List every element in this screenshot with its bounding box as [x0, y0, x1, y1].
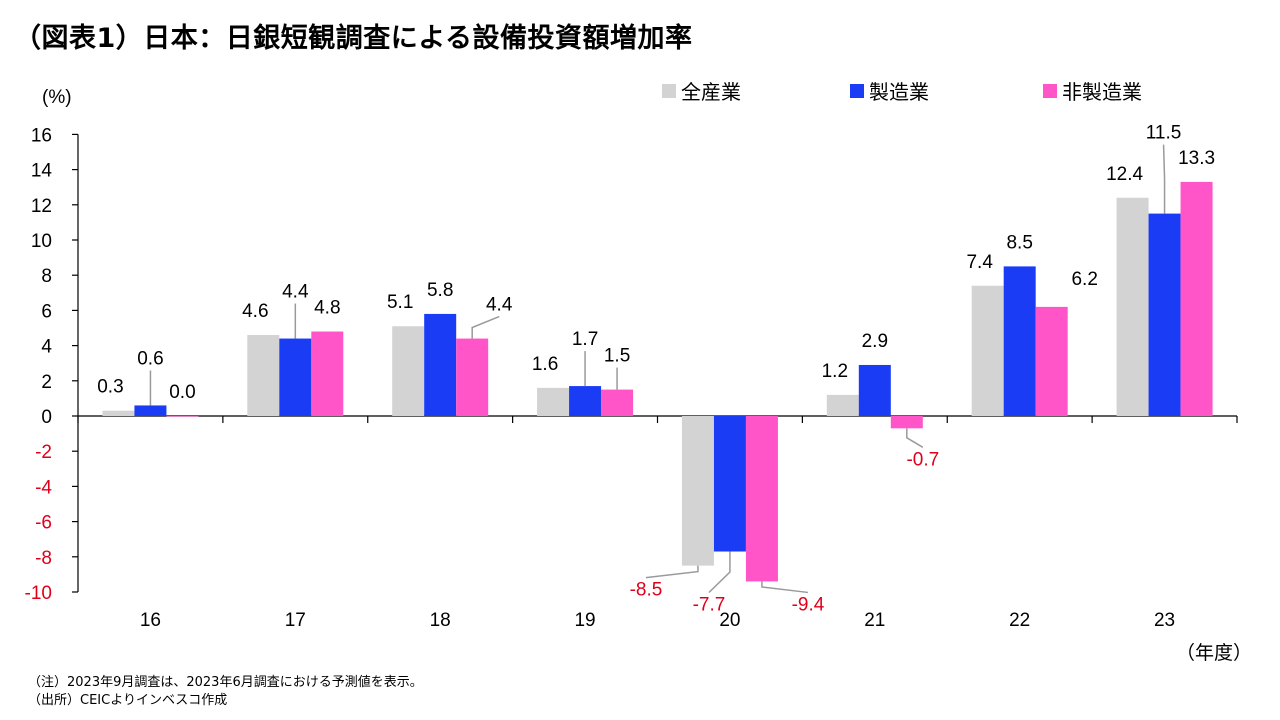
- data-label: 6.2: [1071, 269, 1097, 290]
- leader-line: [1162, 144, 1166, 214]
- leader-line: [645, 565, 699, 579]
- source-text: （出所）CEICよりインベスコ作成: [28, 693, 228, 708]
- leader-lines: [149, 144, 1166, 594]
- bar: [713, 416, 746, 552]
- data-label: 0.6: [137, 348, 163, 369]
- x-tick-label: 19: [574, 610, 595, 631]
- bars: [102, 181, 1213, 582]
- bar: [279, 338, 312, 416]
- data-label: 8.5: [1006, 232, 1032, 253]
- data-label: 13.3: [1178, 148, 1215, 169]
- x-axis-label: （年度）: [1176, 642, 1252, 664]
- data-label: 1.2: [822, 361, 848, 382]
- data-label: 4.4: [486, 295, 513, 316]
- data-label: 0.0: [169, 382, 195, 403]
- data-label: 5.1: [387, 292, 413, 313]
- bar: [745, 416, 778, 582]
- data-label: 2.9: [862, 331, 888, 352]
- y-tick-label: 0: [41, 407, 52, 428]
- bar: [134, 405, 167, 416]
- bar: [826, 394, 859, 416]
- data-label: -7.7: [693, 595, 726, 616]
- legend-label: 非製造業: [1062, 81, 1142, 104]
- page-title: （図表1）日本：日銀短観調査による設備投資額増加率: [14, 23, 693, 54]
- footnotes: （注）2023年9月調査は、2023年6月調査における予測値を表示。 （出所）C…: [28, 674, 423, 710]
- bar: [890, 416, 923, 429]
- data-label: -8.5: [630, 580, 663, 601]
- bar: [601, 389, 634, 416]
- x-tick-label: 16: [140, 610, 161, 631]
- y-tick-label: 14: [31, 161, 53, 182]
- data-label: 1.5: [604, 346, 630, 367]
- y-tick-label: -6: [35, 513, 52, 534]
- y-tick-label: 4: [41, 337, 52, 358]
- bar: [569, 386, 602, 416]
- y-tick-label: -8: [35, 548, 52, 569]
- bar: [537, 387, 570, 416]
- data-label: 7.4: [966, 252, 993, 273]
- bar: [311, 331, 344, 416]
- bar: [1116, 197, 1149, 416]
- legend: 全産業 製造業 非製造業: [662, 81, 1142, 104]
- y-tick-label: -2: [35, 442, 52, 463]
- data-label: -9.4: [792, 594, 825, 615]
- leader-line: [708, 551, 731, 594]
- x-tick-label: 22: [1009, 610, 1030, 631]
- data-label: 12.4: [1106, 164, 1143, 185]
- bar: [1180, 181, 1213, 416]
- data-label: -0.7: [906, 449, 939, 470]
- x-tick-label: 20: [719, 610, 740, 631]
- y-tick-label: 16: [31, 125, 52, 146]
- legend-swatch: [662, 84, 676, 98]
- y-axis-label: (%): [42, 87, 72, 108]
- bar: [1035, 306, 1068, 416]
- y-tick-label: -10: [25, 583, 52, 604]
- bar: [247, 335, 280, 416]
- y-tick-label: 12: [31, 196, 52, 217]
- bar: [166, 416, 199, 417]
- data-label: 11.5: [1146, 123, 1182, 144]
- x-tick-label: 17: [285, 610, 306, 631]
- data-labels: 0.3 4.6 5.1 1.6 -8.5 1.2 7.4 12.4 0.6 4.4 5.8 1.7 -7…: [97, 123, 1215, 616]
- bar: [392, 326, 425, 416]
- bar: [971, 285, 1004, 416]
- leader-line: [471, 315, 500, 339]
- leader-line: [761, 581, 809, 594]
- legend-label: 全産業: [681, 81, 741, 104]
- data-label: 1.6: [532, 354, 558, 375]
- y-tick-label: 10: [31, 231, 52, 252]
- y-tick-label: 6: [41, 301, 52, 322]
- bar: [1148, 213, 1181, 416]
- legend-swatch: [1043, 84, 1057, 98]
- data-label: 0.3: [97, 377, 123, 398]
- bar: [681, 416, 714, 566]
- bar: [456, 338, 489, 416]
- x-tick-label: 23: [1154, 610, 1175, 631]
- y-tick-label: 2: [41, 372, 52, 393]
- bar: [102, 410, 135, 416]
- legend-label: 製造業: [869, 81, 929, 104]
- legend-swatch: [850, 84, 864, 98]
- data-label: 4.4: [282, 282, 309, 303]
- y-tick-label: -4: [35, 477, 52, 498]
- data-label: 5.8: [427, 280, 453, 301]
- data-label: 4.6: [242, 301, 268, 322]
- x-tick-label: 21: [864, 610, 885, 631]
- y-tick-label: 8: [41, 266, 52, 287]
- y-axis: 16 14 12 10 8 6 4 2 0 -2 -4 -6 -8 -10: [25, 125, 79, 604]
- data-label: 4.8: [314, 298, 340, 319]
- leader-line: [906, 428, 924, 448]
- data-label: 1.7: [572, 329, 598, 350]
- note-text: （注）2023年9月調査は、2023年6月調査における予測値を表示。: [28, 675, 423, 690]
- bar: [858, 364, 891, 416]
- bar: [1003, 266, 1036, 416]
- bar: [424, 313, 457, 416]
- x-tick-label: 18: [430, 610, 451, 631]
